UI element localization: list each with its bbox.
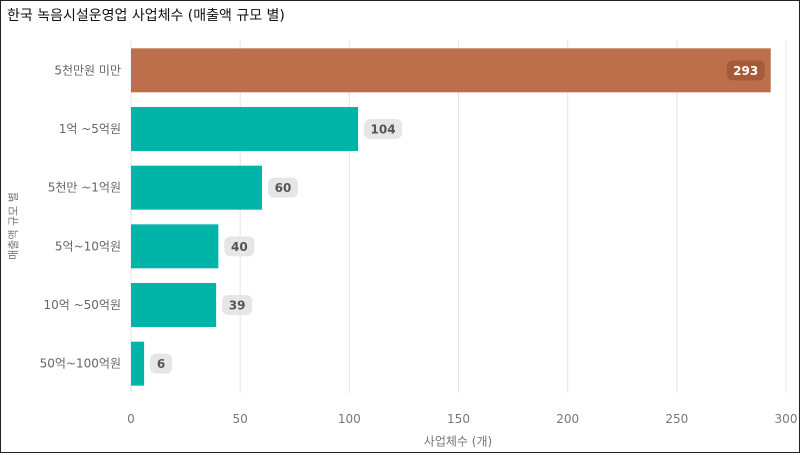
x-tick-label: 200 <box>556 412 579 426</box>
x-tick-label: 50 <box>233 412 248 426</box>
data-label-badge <box>150 353 173 374</box>
data-label: 60 <box>275 181 292 195</box>
x-tick-label: 150 <box>447 412 470 426</box>
category-label: 5천만원 미만 <box>54 62 121 77</box>
category-label: 5억~10억원 <box>55 239 121 253</box>
bar <box>131 48 771 93</box>
data-label-badge <box>222 295 253 315</box>
category-label: 5천만 ~1억원 <box>48 180 121 195</box>
chart-title: 한국 녹음시설운영업 사업체수 (매출액 규모 별) <box>7 8 285 24</box>
bar <box>131 283 217 327</box>
bar <box>131 341 145 386</box>
data-label: 40 <box>231 240 248 254</box>
bar <box>131 224 219 269</box>
data-label-badge <box>726 60 765 81</box>
data-label: 39 <box>229 299 246 313</box>
data-label-badge <box>364 119 403 139</box>
category-label: 50억~100억원 <box>40 357 121 371</box>
x-tick-label: 250 <box>665 412 688 426</box>
data-label: 104 <box>371 123 396 137</box>
category-label: 1억 ~5억원 <box>59 122 121 136</box>
x-axis-label: 사업체수 (개) <box>423 434 493 449</box>
bar <box>131 165 262 210</box>
x-tick-label: 100 <box>338 412 361 426</box>
category-label: 10억 ~50억원 <box>43 298 121 312</box>
data-label-badge <box>268 177 298 198</box>
data-label: 6 <box>157 357 165 371</box>
data-label-badge <box>224 236 255 257</box>
x-tick-label: 0 <box>127 412 135 426</box>
x-tick-label: 300 <box>775 412 798 426</box>
data-label: 293 <box>733 64 758 78</box>
bar <box>131 107 359 151</box>
